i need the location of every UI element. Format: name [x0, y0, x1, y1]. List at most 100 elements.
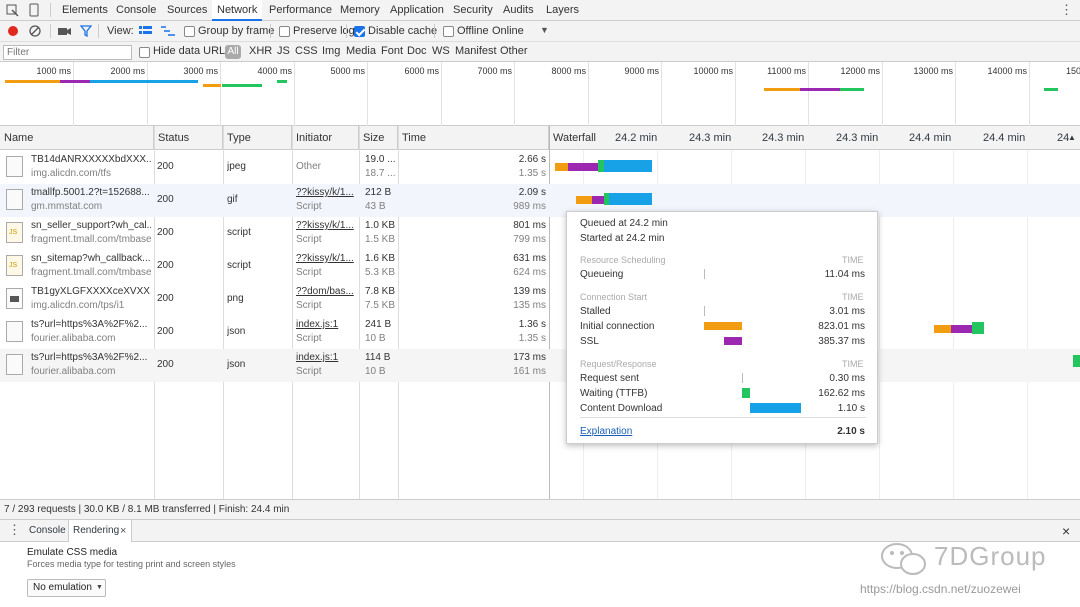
overview-bar	[1044, 88, 1058, 91]
record-icon[interactable]	[8, 26, 18, 36]
request-size: 19.0 ...	[365, 154, 396, 165]
table-row[interactable]: JS sn_seller_support?wh_cal... fragment.…	[0, 217, 549, 250]
divider	[270, 24, 271, 38]
offline-checkbox[interactable]	[443, 26, 454, 37]
table-row[interactable]: ts?url=https%3A%2F%2... fourier.alibaba.…	[0, 349, 1080, 382]
filter-type-img[interactable]: Img	[322, 45, 341, 57]
tick-label: 7000 ms	[477, 66, 512, 76]
tick-label: 12000 ms	[840, 66, 880, 76]
screenshot-camera-icon[interactable]	[58, 26, 71, 36]
tab-sources[interactable]: Sources	[167, 4, 208, 16]
tick-label: 5000 ms	[330, 66, 365, 76]
close-tab-icon[interactable]: ×	[120, 525, 127, 537]
waterfall-bar-connect	[555, 163, 568, 171]
column-header-name[interactable]: Name	[0, 126, 154, 150]
started-at-text: Started at 24.2 min	[580, 233, 665, 244]
more-options-icon[interactable]: ⋮	[1060, 2, 1073, 17]
column-header-waterfall[interactable]: Waterfall	[553, 132, 596, 144]
filter-type-ws[interactable]: WS	[432, 45, 450, 57]
request-host: fragment.tmall.com/tmbase	[31, 267, 151, 278]
request-initiator-type: Script	[296, 300, 322, 311]
drawer-menu-icon[interactable]: ⋮	[8, 522, 21, 537]
tab-memory[interactable]: Memory	[340, 4, 380, 16]
tab-performance[interactable]: Performance	[269, 4, 332, 16]
tab-network[interactable]: Network	[212, 0, 263, 21]
request-initiator[interactable]: ??dom/bas...	[296, 286, 354, 297]
network-overview[interactable]: 1000 ms 2000 ms 3000 ms 4000 ms 5000 ms …	[0, 62, 1080, 126]
timing-value-stalled: 3.01 ms	[829, 306, 865, 317]
explanation-link[interactable]: Explanation	[580, 426, 633, 437]
filter-type-css[interactable]: CSS	[295, 45, 318, 57]
filter-type-manifest[interactable]: Manifest	[455, 45, 497, 57]
preserve-log-checkbox[interactable]	[279, 26, 290, 37]
grid-line	[735, 62, 736, 126]
grid-line	[955, 62, 956, 126]
drawer-tab-console[interactable]: Console	[29, 525, 66, 536]
waterfall-grid-line	[953, 150, 954, 499]
tab-audits[interactable]: Audits	[503, 4, 534, 16]
tick-label: 14000 ms	[987, 66, 1027, 76]
filter-icon[interactable]	[80, 25, 92, 37]
column-header-type[interactable]: Type	[223, 126, 292, 150]
sort-ascending-icon[interactable]: ▲	[1068, 133, 1076, 142]
column-header-time[interactable]: Time	[398, 126, 549, 150]
time-header: TIME	[842, 292, 864, 302]
inspect-element-icon[interactable]	[6, 4, 19, 17]
column-divider	[398, 126, 399, 499]
request-type: json	[227, 326, 246, 337]
filter-type-media[interactable]: Media	[346, 45, 376, 57]
request-initiator[interactable]: index.js:1	[296, 319, 339, 330]
grid-line	[588, 62, 589, 126]
tab-layers[interactable]: Layers	[546, 4, 580, 16]
divider	[346, 24, 347, 38]
disable-cache-label: Disable cache	[368, 25, 438, 37]
request-name: TB1gyXLGFXXXXceXVXX...	[31, 286, 151, 297]
request-initiator-type: Script	[296, 267, 322, 278]
close-drawer-icon[interactable]: ×	[1062, 523, 1071, 539]
table-row[interactable]: ts?url=https%3A%2F%2... fourier.alibaba.…	[0, 316, 549, 349]
throttling-select[interactable]: Online	[492, 25, 524, 37]
grid-line	[882, 62, 883, 126]
waterfall-tick-label: 24.4 min	[983, 132, 1026, 144]
request-initiator[interactable]: ??kissy/k/1...	[296, 253, 354, 264]
filter-type-js[interactable]: JS	[277, 45, 290, 57]
devtools-tab-bar: Elements Console Sources Network Perform…	[0, 0, 1080, 21]
drawer-tab-rendering[interactable]: Rendering	[73, 525, 120, 536]
filter-type-doc[interactable]: Doc	[407, 45, 427, 57]
column-header-initiator[interactable]: Initiator	[292, 126, 359, 150]
request-initiator[interactable]: ??kissy/k/1...	[296, 220, 354, 231]
table-row[interactable]: TB1gyXLGFXXXXceXVXX... img.alicdn.com/tp…	[0, 283, 549, 316]
group-by-frame-checkbox[interactable]	[184, 26, 195, 37]
filter-type-other[interactable]: Other	[500, 45, 528, 57]
table-row[interactable]: tmallfp.5001.2?t=152688... gm.mmstat.com…	[0, 184, 1080, 217]
tab-elements[interactable]: Elements	[62, 4, 108, 16]
tab-console[interactable]: Console	[116, 4, 157, 16]
filter-type-font[interactable]: Font	[381, 45, 404, 57]
column-header-status[interactable]: Status	[154, 126, 223, 150]
request-initiator[interactable]: index.js:1	[296, 352, 339, 363]
hide-data-urls-checkbox[interactable]	[139, 47, 150, 58]
css-media-select[interactable]: No emulation ▼	[27, 579, 106, 597]
request-initiator[interactable]: ??kissy/k/1...	[296, 187, 354, 198]
waterfall-bar-ttfb	[972, 322, 984, 334]
device-toolbar-icon[interactable]	[27, 3, 40, 17]
clear-icon[interactable]	[29, 25, 41, 37]
chevron-down-icon[interactable]: ▼	[540, 25, 549, 35]
table-row[interactable]: TB14dANRXXXXXbdXXX... img.alicdn.com/tfs…	[0, 151, 549, 184]
filter-input[interactable]	[3, 45, 132, 60]
disable-cache-checkbox[interactable]	[354, 26, 365, 37]
column-header-size[interactable]: Size	[359, 126, 398, 150]
section-header-request-response: Request/Response	[580, 359, 657, 369]
tab-security[interactable]: Security	[453, 4, 493, 16]
large-rows-icon[interactable]	[139, 26, 152, 36]
filter-type-all[interactable]: All	[225, 45, 241, 59]
waterfall-overview-icon[interactable]	[161, 26, 175, 36]
drawer-tab-rendering-bg	[68, 520, 132, 542]
timing-label-content-download: Content Download	[580, 403, 663, 414]
timing-label-stalled: Stalled	[580, 306, 611, 317]
tick-label: 2000 ms	[110, 66, 145, 76]
table-row[interactable]: JS sn_sitemap?wh_callback... fragment.tm…	[0, 250, 549, 283]
filter-type-xhr[interactable]: XHR	[249, 45, 273, 57]
tick-label: 13000 ms	[913, 66, 953, 76]
tab-application[interactable]: Application	[390, 4, 444, 16]
